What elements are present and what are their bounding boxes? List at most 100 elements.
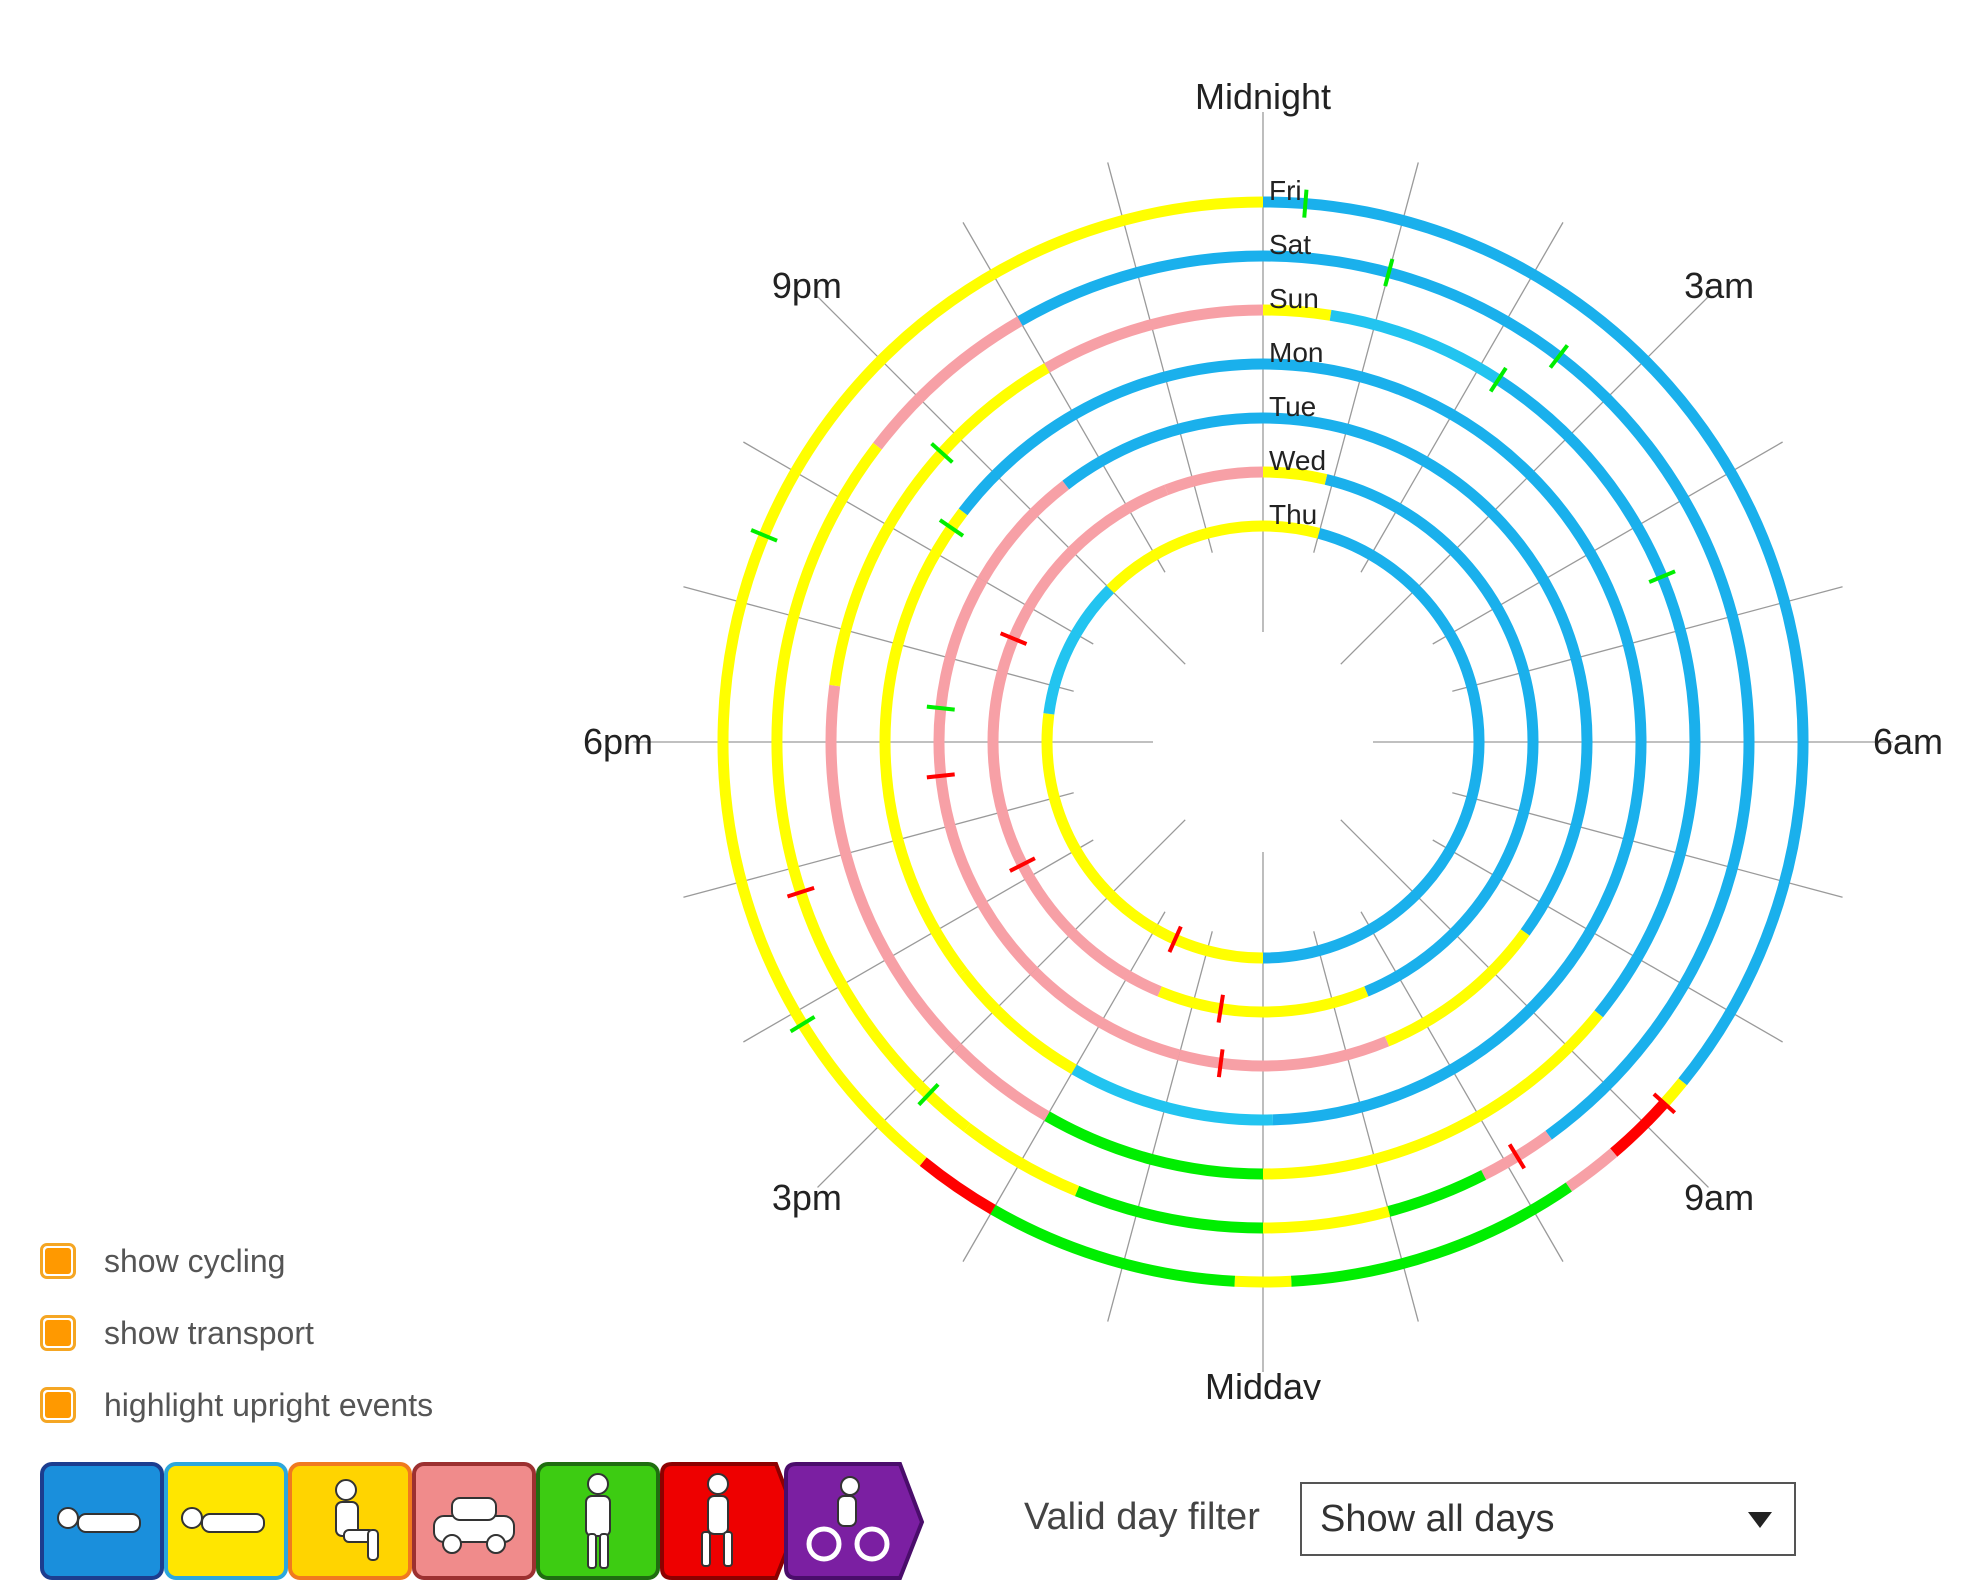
- radial-activity-chart: Midnight 3am 6am 9am Midday 3pm 6pm 9pm Fri Sat S…: [583, 76, 1943, 1400]
- show-transport-checkbox[interactable]: [40, 1315, 76, 1351]
- segment-tue-3-transport: [1030, 967, 1181, 1061]
- segment-tue-4-transport: [933, 577, 1038, 975]
- sleep-icon[interactable]: [40, 1462, 164, 1580]
- hour-spoke-16: [743, 839, 1094, 1043]
- segment-sat-4-standing: [1074, 1185, 1264, 1234]
- segment-mon-1-lying: [1071, 1064, 1274, 1126]
- segment-tue-2-transport: [1177, 1036, 1390, 1072]
- day-ring-mon: [879, 358, 1647, 1126]
- event-mark-7: [1216, 1049, 1225, 1078]
- hour-labels: Midnight 3am 6am 9am Midday 3pm 6pm 9pm: [583, 76, 1943, 1400]
- transport-icon[interactable]: [412, 1462, 536, 1580]
- segment-wed-1-sleep: [1324, 474, 1539, 997]
- hour-label-18: 6pm: [583, 721, 653, 762]
- hour-spoke-20: [743, 441, 1094, 645]
- hour-label-15: 3pm: [772, 1177, 842, 1218]
- segment-sat-6-sitting: [771, 442, 971, 1132]
- hour-spoke-23: [1107, 162, 1213, 553]
- event-mark-10: [1009, 856, 1036, 873]
- cycling-icon[interactable]: [784, 1462, 925, 1580]
- segment-tue-1-sitting: [1384, 929, 1530, 1047]
- segment-thu-2-sitting: [1152, 924, 1264, 964]
- segment-fri-6-standing: [990, 1204, 1236, 1287]
- segment-wed-3-transport: [987, 741, 1162, 997]
- day-rings: [717, 189, 1809, 1288]
- hour-spoke-13: [1107, 931, 1213, 1322]
- day-ring-tue: [933, 412, 1593, 1072]
- segment-sun-8-transport: [1044, 304, 1264, 373]
- segment-sun-3-sitting: [1262, 1010, 1604, 1180]
- segment-thu-5-sitting: [1106, 520, 1264, 594]
- segment-fri-0-sleep: [1262, 196, 1809, 1086]
- segment-tue-0-sleep: [1262, 412, 1593, 936]
- segment-mon-3-sitting: [879, 508, 968, 976]
- day-ring-thu: [1041, 520, 1485, 964]
- hour-label-9: 9am: [1684, 1177, 1754, 1218]
- day-label-wed: Wed: [1269, 445, 1326, 476]
- event-mark-4: [1648, 569, 1676, 584]
- segment-fri-4-standing: [1290, 1182, 1572, 1287]
- day-ring-wed: [987, 466, 1539, 1018]
- segment-fri-1-sitting: [1660, 1078, 1687, 1108]
- hour-spoke-22: [962, 222, 1166, 573]
- day-label-fri: Fri: [1269, 175, 1302, 206]
- segment-fri-8-sitting: [717, 196, 1264, 1166]
- segment-wed-2-sitting: [1157, 986, 1369, 1018]
- segment-sat-0-sleep: [1262, 250, 1755, 1140]
- sitting-icon[interactable]: [288, 1462, 412, 1580]
- segment-mon-2-sitting: [958, 968, 1077, 1075]
- options-panel: show cycling show transport highlight up…: [40, 1225, 433, 1441]
- stepping-icon[interactable]: [660, 1462, 801, 1580]
- hour-spoke-1: [1313, 162, 1419, 553]
- highlight-upright-option[interactable]: highlight upright events: [40, 1369, 433, 1441]
- show-cycling-label: show cycling: [104, 1242, 286, 1279]
- hour-spoke-3: [1340, 296, 1709, 665]
- segment-fri-3-transport: [1565, 1148, 1618, 1192]
- segment-wed-0-sitting: [1262, 466, 1328, 485]
- highlight-upright-checkbox[interactable]: [40, 1387, 76, 1423]
- event-mark-8: [1216, 994, 1225, 1023]
- hour-spoke-15: [817, 819, 1186, 1188]
- day-label-sat: Sat: [1269, 229, 1311, 260]
- hour-spoke-4: [1432, 441, 1783, 645]
- day-ring-fri: [717, 196, 1809, 1288]
- event-mark-5: [1652, 1092, 1677, 1115]
- segment-fri-5-sitting: [1234, 1275, 1292, 1288]
- hour-label-3: 3am: [1684, 265, 1754, 306]
- segment-sat-7-transport: [873, 316, 1023, 450]
- segment-wed-4-transport: [987, 484, 1169, 743]
- day-ring-sat: [771, 250, 1755, 1234]
- event-mark-9: [1167, 925, 1183, 953]
- event-mark-3: [1488, 366, 1508, 393]
- event-mark-12: [999, 631, 1028, 646]
- segment-sun-6-transport: [825, 684, 962, 1052]
- segment-fri-7-stepping: [919, 1157, 996, 1215]
- segment-sat-2-standing: [1387, 1170, 1487, 1217]
- day-label-tue: Tue: [1269, 391, 1316, 422]
- event-mark-11: [926, 772, 955, 780]
- segment-sun-5-transport: [953, 1043, 1050, 1121]
- segment-fri-2-stepping: [1610, 1099, 1669, 1157]
- activity-events: [750, 189, 1677, 1170]
- event-mark-16: [789, 1015, 816, 1034]
- segment-mon-4-sleep: [958, 358, 1264, 516]
- event-mark-17: [786, 885, 815, 899]
- show-transport-option[interactable]: show transport: [40, 1297, 433, 1369]
- segment-wed-5-transport: [1164, 466, 1264, 496]
- segment-thu-3-sitting: [1041, 713, 1158, 934]
- show-cycling-option[interactable]: show cycling: [40, 1225, 433, 1297]
- valid-day-filter-select[interactable]: Show all days: [1300, 1482, 1796, 1556]
- show-cycling-checkbox[interactable]: [40, 1243, 76, 1279]
- hour-spoke-10: [1360, 911, 1564, 1262]
- standing-icon[interactable]: [536, 1462, 660, 1580]
- segment-sat-3-sitting: [1262, 1206, 1391, 1234]
- hour-label-0: Midnight: [1195, 76, 1331, 117]
- segment-sat-5-sitting: [963, 1123, 1080, 1197]
- chevron-down-icon: [1748, 1512, 1772, 1528]
- day-label-thu: Thu: [1269, 499, 1317, 530]
- segment-sun-4-standing: [1044, 1111, 1264, 1180]
- lying-icon[interactable]: [164, 1462, 288, 1580]
- segment-thu-4-lying: [1043, 585, 1115, 715]
- hour-spoke-19: [683, 586, 1074, 692]
- event-mark-15: [930, 442, 954, 464]
